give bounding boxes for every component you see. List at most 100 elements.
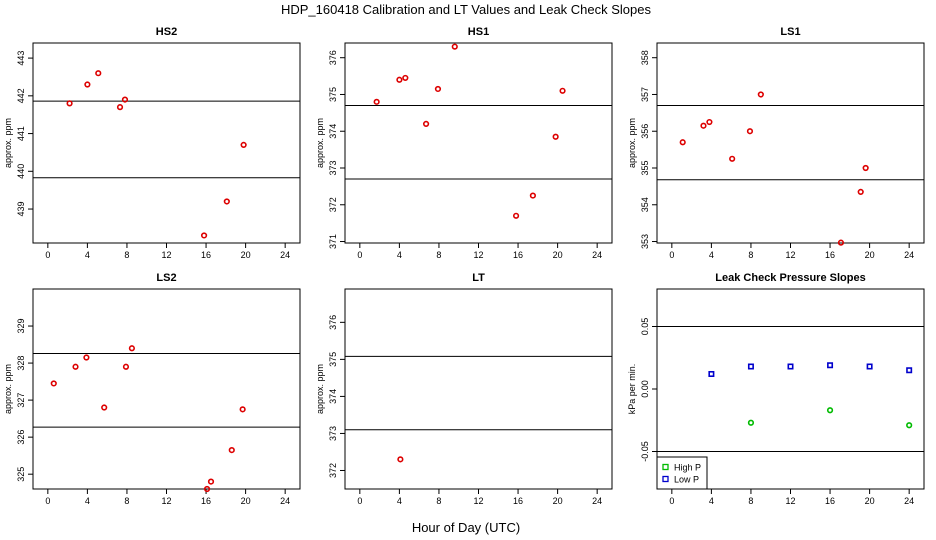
data-series-values [66,70,247,239]
data-point [512,212,520,219]
legend-label-low-p: Low P [674,475,699,485]
plot-frame [32,288,301,490]
y-tick-label: 325 [16,467,26,482]
y-tick-label: 372 [328,197,338,212]
x-tick-label: 16 [201,496,211,506]
y-axis-label: approx. ppm [315,118,325,168]
data-point [857,188,864,195]
data-point [116,104,124,111]
data-point [84,81,91,88]
plot-frame [32,42,301,244]
x-tick-label: 16 [201,250,211,260]
data-point [552,133,559,140]
x-tick-label: 20 [865,250,875,260]
x-tick-label: 8 [436,496,441,506]
data-point [373,98,380,105]
y-tick-label: 354 [640,197,650,212]
y-tick-label: 441 [16,126,26,141]
legend-label-high-p: High P [674,463,701,473]
plot-frame [656,42,925,244]
data-point [396,76,403,83]
data-point [708,370,715,377]
data-point [906,422,913,429]
x-tick-label: 8 [124,250,129,260]
data-point [529,192,536,199]
x-tick-label: 20 [553,496,563,506]
x-tick-label: 24 [280,496,290,506]
x-tick-label: 24 [904,496,914,506]
data-point [826,407,834,414]
y-tick-label: 0.05 [640,318,650,336]
y-tick-label: 357 [640,87,650,102]
x-tick-label: 12 [785,496,795,506]
y-tick-label: 374 [328,124,338,139]
panel-title-ls1: LS1 [780,26,800,38]
x-tick-label: 20 [241,496,251,506]
data-point [121,96,129,103]
x-tick-label: 20 [865,496,875,506]
x-tick-label: 4 [709,496,714,506]
x-tick-label: 20 [553,250,563,260]
data-series-values [397,456,404,463]
data-series-low-p [708,362,913,377]
chart-panel-leak-check-pressure-slopes: Leak Check Pressure Slopes 0 4 8 12 16 20 24 -0.… [627,272,925,506]
y-axis-label: approx. ppm [315,364,325,414]
x-tick-label: 16 [825,496,835,506]
data-point [122,363,130,370]
y-tick-label: 376 [328,50,338,65]
y-tick-label: 356 [640,124,650,139]
figure-title: HDP_160418 Calibration and LT Values and… [281,2,652,17]
data-point [706,118,713,126]
data-point [223,198,230,205]
data-point [66,100,73,107]
x-tick-label: 16 [513,250,523,260]
data-point [862,164,869,172]
y-axis-label: approx. ppm [3,364,13,414]
data-series-values [50,345,246,493]
x-tick-label: 24 [592,496,602,506]
y-tick-label: 375 [328,352,338,367]
y-tick-label: 373 [328,160,338,175]
data-point [827,362,834,369]
x-tick-label: 8 [124,496,129,506]
y-tick-label: 375 [328,87,338,102]
chart-panel-hs2: HS2 0 4 8 12 16 20 24 439 440 441 442 443 approx. ppm [3,26,301,260]
panel-title-hs1: HS1 [468,26,489,38]
data-point [747,419,755,426]
x-tick-label: 0 [669,496,674,506]
x-tick-label: 20 [241,250,251,260]
y-axis-label: approx. ppm [3,118,13,168]
panel-title-leak-check-pressure-slopes: Leak Check Pressure Slopes [715,272,865,284]
y-axis-label: approx. ppm [627,118,637,168]
plot-frame [344,288,613,490]
data-point [239,406,246,413]
data-point [207,478,215,485]
chart-panel-ls1: LS1 0 4 8 12 16 20 24 353 354 355 356 357 358 approx. … [627,26,925,260]
x-tick-label: 4 [397,496,402,506]
x-tick-label: 4 [709,250,714,260]
x-tick-label: 0 [357,496,362,506]
figure-x-axis-label: Hour of Day (UTC) [412,520,520,535]
data-point [422,120,430,127]
panel-title-lt: LT [472,272,485,284]
x-tick-label: 12 [473,496,483,506]
data-point [434,85,442,93]
y-tick-label: 440 [16,164,26,179]
data-point [203,485,211,493]
data-point [747,363,754,370]
x-tick-label: 24 [592,250,602,260]
data-point [128,345,135,352]
plot-frame [344,42,613,244]
data-point [837,239,845,246]
data-point [906,367,913,374]
chart-panel-hs1: HS1 0 4 8 12 16 20 24 371 372 373 374 375 376 approx. … [315,26,613,260]
data-point [200,232,208,239]
chart-legend: High P Low P [656,456,708,490]
data-point [402,74,409,82]
data-point [451,43,458,50]
x-tick-label: 12 [473,250,483,260]
x-tick-label: 16 [825,250,835,260]
data-point [228,447,235,454]
data-point [729,155,736,162]
